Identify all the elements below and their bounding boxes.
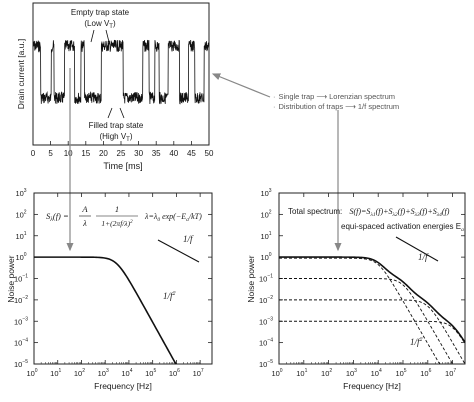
formula-num-1: 1 [115,204,119,214]
x-tick-label: 106 [169,368,180,378]
y-tick-label: 10−3 [259,316,273,326]
y-tick-label: 100 [260,252,271,262]
time-trace-panel: 0 5 10 15 20 25 30 35 40 45 50 Time [ms] Drain cur… [16,2,214,171]
y-tick-label: 103 [260,188,271,198]
y-tick-label: 10−1 [14,274,28,284]
right-one-over-f-reference-line [395,236,439,262]
left-frequency-label: Frequency [Hz] [94,381,152,391]
x-tick-label: 103 [98,368,109,378]
time-tick-label: 25 [117,149,126,158]
y-tick-label: 101 [260,231,271,241]
total-spectrum-panel: 100 101 102 103 104 105 106 107 103 102 101 100 10−1… [246,188,466,391]
x-tick-label: 104 [121,368,132,378]
one-over-f2-label: 1/f2 [163,291,176,301]
y-tick-label: 10−3 [14,316,28,326]
time-axis-label: Time [ms] [103,161,142,171]
filled-trap-label: Filled trap state [89,121,144,130]
y-tick-label: 10−5 [259,359,273,369]
time-tick-label: 35 [152,149,161,158]
x-tick-label: 100 [271,368,282,378]
time-tick-label: 40 [169,149,178,158]
x-tick-label: 101 [50,368,61,378]
component-lorentzian-curve [279,320,466,344]
one-over-f-reference-line [157,239,200,263]
lorentzian-formula: Sλ(f) = A λ 1 1+(2πf/λ)2 λ=λ0 exp(−Ea/kT… [46,204,202,228]
y-tick-label: 10−2 [14,295,28,305]
drain-current-label: Drain current [a.u.] [16,39,26,109]
formula-den-lorentz: 1+(2πf/λ)2 [101,219,133,228]
time-tick-label: 15 [81,149,90,158]
right-one-over-f2-label: 1/f2 [410,337,423,347]
formula-num-a: A [81,204,88,214]
x-tick-label: 102 [321,368,332,378]
single-trap-spectrum-panel: 100 101 102 103 104 105 106 107 103 102 101 100 10−1… [6,188,213,391]
x-tick-label: 101 [296,368,307,378]
total-spectrum-formula: Total spectrum: S(f)=Sλ1(f)+Sλ2(f)+Sλ3(f… [288,207,450,218]
total-spectrum-curve [279,256,466,343]
x-tick-label: 107 [193,368,204,378]
rts-signal-trace [32,39,210,105]
time-axis-ticks: 0 5 10 15 20 25 30 35 40 45 50 [31,141,214,158]
x-tick-label: 105 [395,368,406,378]
time-tick-label: 50 [205,149,214,158]
y-tick-label: 10−4 [14,338,28,348]
left-plot-ticks: 100 101 102 103 104 105 106 107 103 102 101 100 10−1… [14,188,212,378]
single-trap-note: · Single trap ⟶ Lorenzian spectrum [273,92,395,101]
y-tick-label: 10−1 [259,274,273,284]
time-tick-label: 0 [31,149,36,158]
y-tick-label: 101 [15,231,26,241]
x-tick-label: 100 [26,368,37,378]
arrow-to-top-trace [211,73,271,98]
component-lorentzian-curve [279,299,466,365]
filled-trap-sub: (High VT) [99,132,132,143]
component-lorentzian-curve [279,278,453,365]
empty-trap-sub: (Low VT) [84,19,116,30]
right-noise-power-label: Noise power [246,255,256,302]
time-tick-label: 5 [48,149,53,158]
equi-spaced-label: equi-spaced activation energies Ea [341,222,464,233]
formula-lambda-def: λ=λ0 exp(−Ea/kT) [144,212,202,223]
x-tick-label: 105 [145,368,156,378]
left-noise-power-label: Noise power [6,255,16,302]
time-tick-label: 10 [64,149,73,158]
time-tick-label: 30 [134,149,143,158]
y-tick-label: 10−2 [259,295,273,305]
time-tick-label: 45 [187,149,196,158]
y-tick-label: 10−4 [259,338,273,348]
y-tick-label: 102 [260,209,271,219]
time-tick-label: 20 [99,149,108,158]
y-tick-label: 100 [15,252,26,262]
distribution-note: · Distribution of traps ⟶ 1/f spectrum [273,102,399,111]
right-one-over-f-label: 1/f [418,252,429,262]
y-tick-label: 10−5 [14,359,28,369]
one-over-f-label: 1/f [183,234,194,244]
connector-arrows [66,68,342,252]
x-tick-label: 106 [420,368,431,378]
component-lorentzian-curve [279,257,441,365]
empty-trap-bracket [90,29,110,43]
x-tick-label: 104 [371,368,382,378]
y-tick-label: 103 [15,188,26,198]
side-notes: · Single trap ⟶ Lorenzian spectrum · Distrib… [273,92,399,111]
x-tick-label: 107 [445,368,456,378]
lorentzian-curve [34,256,178,365]
x-tick-label: 102 [74,368,85,378]
formula-lhs: Sλ(f) = [46,211,69,223]
right-frequency-label: Frequency [Hz] [343,381,401,391]
formula-den-lambda: λ [82,218,87,228]
y-tick-label: 102 [15,209,26,219]
empty-trap-label: Empty trap state [71,8,130,17]
right-plot-ticks: 100 101 102 103 104 105 106 107 103 102 101 100 10−1… [259,188,465,378]
filled-trap-bracket [107,107,125,119]
right-component-curves [279,257,466,365]
x-tick-label: 103 [346,368,357,378]
